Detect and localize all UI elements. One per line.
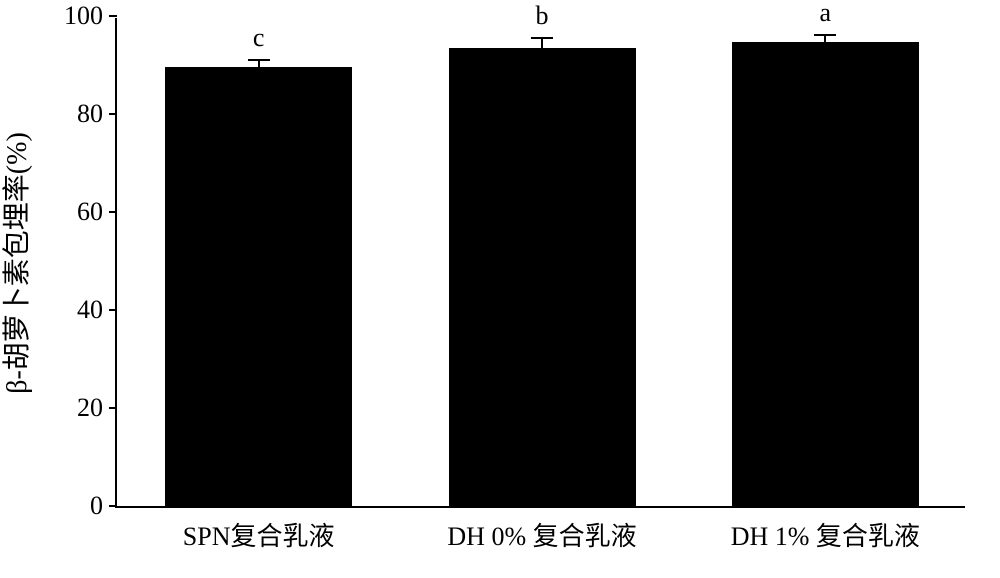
y-axis-label: β-胡萝卜素包埋率(%) — [0, 132, 35, 394]
y-tick: 60 — [61, 197, 117, 227]
y-tick: 20 — [61, 393, 117, 423]
y-tick-mark — [109, 407, 117, 409]
x-tick-label: DH 0% 复合乳液 — [447, 516, 636, 553]
y-tick: 40 — [61, 295, 117, 325]
significance-label: c — [253, 23, 265, 53]
bar — [449, 48, 636, 506]
y-tick-label: 0 — [61, 491, 103, 521]
x-tick-label: SPN复合乳液 — [183, 516, 335, 553]
y-tick-label: 60 — [61, 197, 103, 227]
y-tick-mark — [109, 113, 117, 115]
significance-label: b — [536, 1, 549, 31]
bar — [165, 67, 352, 506]
y-tick-label: 20 — [61, 393, 103, 423]
y-tick: 0 — [61, 491, 117, 521]
error-bar — [814, 34, 836, 43]
bar — [732, 42, 919, 506]
y-tick-mark — [109, 211, 117, 213]
y-tick-label: 100 — [61, 1, 103, 31]
y-tick: 80 — [61, 99, 117, 129]
error-bar — [248, 59, 270, 67]
y-tick: 100 — [61, 1, 117, 31]
plot-area: 020406080100cSPN复合乳液bDH 0% 复合乳液aDH 1% 复合… — [115, 18, 965, 508]
y-tick-mark — [109, 15, 117, 17]
y-tick-label: 80 — [61, 99, 103, 129]
x-tick-label: DH 1% 复合乳液 — [731, 516, 920, 553]
bar-chart: 0 20 40 60 80 100 c SPN复合乳液 b DH 0% 复合乳液 a DH 1% 复合… — [0, 0, 1000, 578]
error-bar — [531, 37, 553, 48]
y-tick-mark — [109, 309, 117, 311]
y-tick-label: 40 — [61, 295, 103, 325]
significance-label: a — [820, 0, 832, 28]
y-tick-mark — [109, 505, 117, 507]
